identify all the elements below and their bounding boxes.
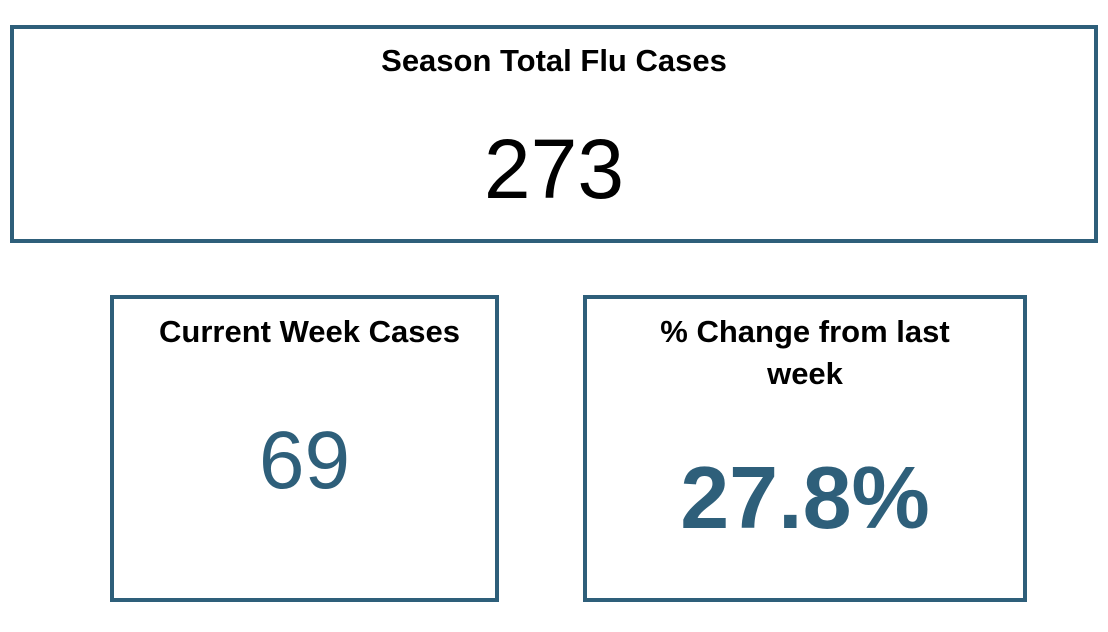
card-value: 27.8% [680,448,930,547]
kpi-card: Season Total Flu Cases 273 [10,25,1098,243]
kpi-card: Current Week Cases 69 [110,295,499,602]
card-value: 273 [483,122,625,216]
card-title: Current Week Cases [159,314,460,349]
card-value: 69 [258,415,351,506]
card-title: Season Total Flu Cases [381,43,727,78]
card-title: % Change from last week [660,314,950,391]
kpi-card: % Change from last week 27.8% [583,295,1027,602]
